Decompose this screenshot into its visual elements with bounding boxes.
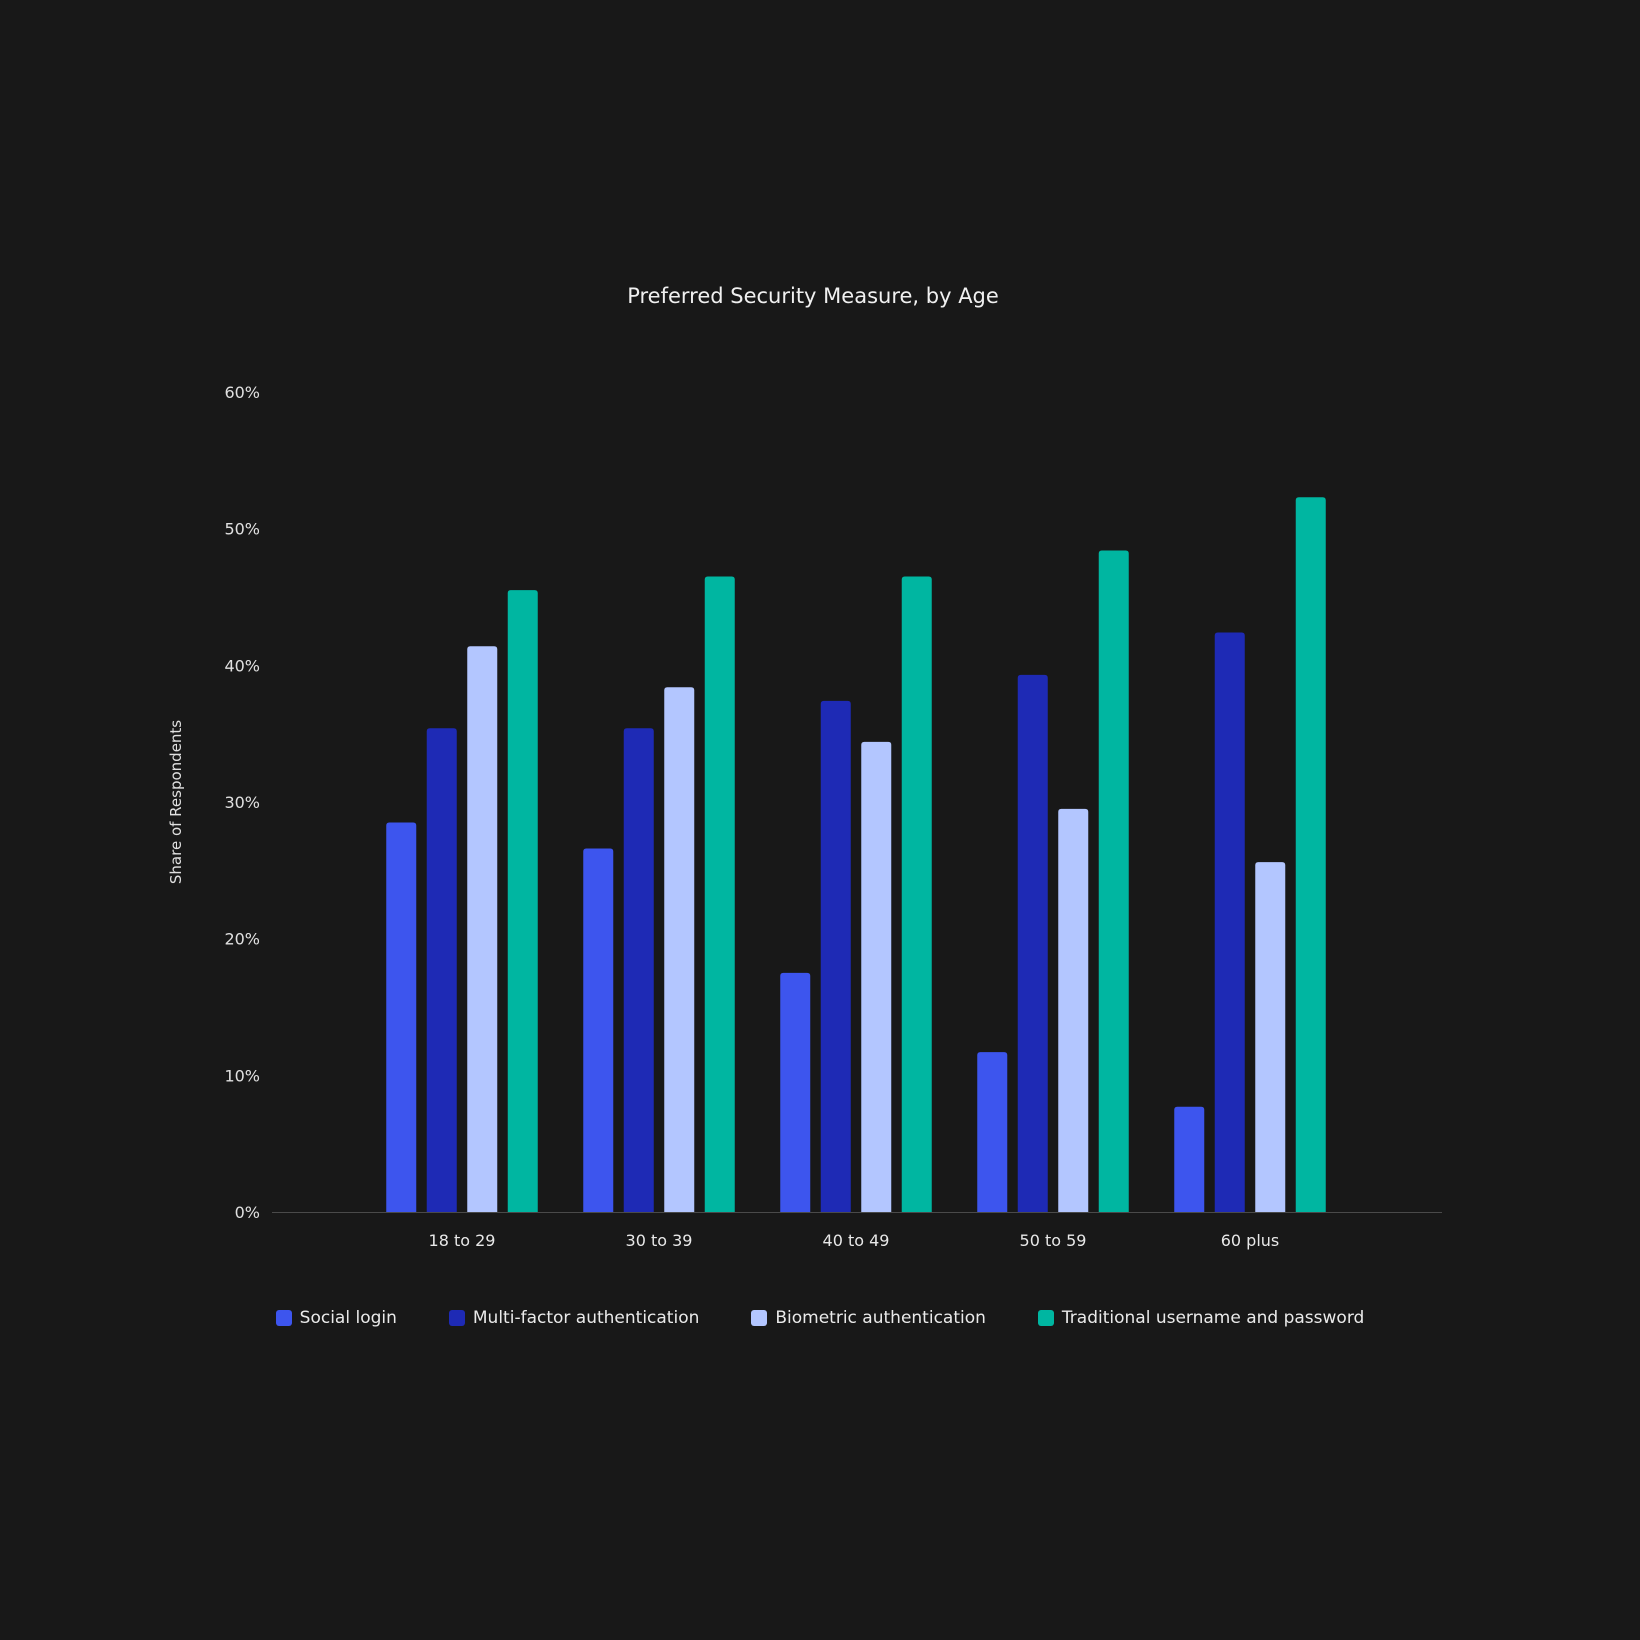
legend-label: Multi-factor authentication — [472, 1308, 700, 1328]
legend-swatch — [448, 1310, 465, 1326]
bar-traditional-username-and-password-50-to-59 — [1098, 550, 1129, 1212]
bar-multi-factor-authentication-50-to-59 — [1017, 674, 1048, 1212]
y-tick-label: 40% — [224, 656, 260, 675]
chart-legend: Social login Multi-factor authentication B… — [0, 1308, 1640, 1328]
y-tick-label: 0% — [235, 1203, 260, 1222]
legend-item: Multi-factor authentication — [448, 1308, 700, 1328]
bar-multi-factor-authentication-60-plus — [1214, 632, 1245, 1212]
bar-biometric-authentication-30-to-39 — [664, 687, 695, 1212]
legend-label: Social login — [299, 1308, 397, 1328]
bar-social-login-40-to-49 — [780, 972, 811, 1212]
legend-item: Traditional username and password — [1037, 1308, 1365, 1328]
y-tick-label: 10% — [224, 1066, 260, 1085]
x-tick-label: 60 plus — [1221, 1231, 1280, 1250]
bar-social-login-50-to-59 — [977, 1052, 1008, 1212]
y-axis-label: Share of Respondents — [167, 720, 185, 884]
x-tick-label: 30 to 39 — [626, 1231, 693, 1250]
bar-multi-factor-authentication-40-to-49 — [820, 700, 851, 1212]
chart-title: Preferred Security Measure, by Age — [627, 284, 999, 308]
legend-item: Social login — [275, 1308, 397, 1328]
bar-biometric-authentication-60-plus — [1255, 862, 1286, 1212]
bar-biometric-authentication-40-to-49 — [861, 741, 892, 1212]
legend-swatch — [751, 1310, 768, 1326]
y-tick-label: 30% — [224, 793, 260, 812]
x-tick-label: 50 to 59 — [1020, 1231, 1087, 1250]
bar-traditional-username-and-password-30-to-39 — [704, 576, 735, 1212]
bar-multi-factor-authentication-30-to-39 — [623, 728, 654, 1212]
bar-social-login-60-plus — [1174, 1106, 1205, 1212]
y-tick-label: 50% — [224, 520, 260, 539]
legend-label: Biometric authentication — [775, 1308, 986, 1328]
bar-biometric-authentication-18-to-29 — [467, 646, 498, 1212]
bar-traditional-username-and-password-18-to-29 — [507, 590, 538, 1212]
bar-social-login-30-to-39 — [583, 848, 614, 1212]
bar-traditional-username-and-password-40-to-49 — [901, 576, 932, 1212]
y-tick-label: 20% — [224, 930, 260, 949]
y-tick-label: 60% — [224, 383, 260, 402]
bar-traditional-username-and-password-60-plus — [1295, 497, 1326, 1212]
legend-swatch — [1037, 1310, 1054, 1326]
bar-social-login-18-to-29 — [386, 822, 417, 1212]
legend-label: Traditional username and password — [1061, 1308, 1365, 1328]
x-tick-label: 18 to 29 — [429, 1231, 496, 1250]
legend-item: Biometric authentication — [751, 1308, 986, 1328]
bar-multi-factor-authentication-18-to-29 — [426, 728, 457, 1212]
x-tick-label: 40 to 49 — [823, 1231, 890, 1250]
legend-swatch — [275, 1310, 292, 1326]
bar-biometric-authentication-50-to-59 — [1058, 808, 1089, 1212]
